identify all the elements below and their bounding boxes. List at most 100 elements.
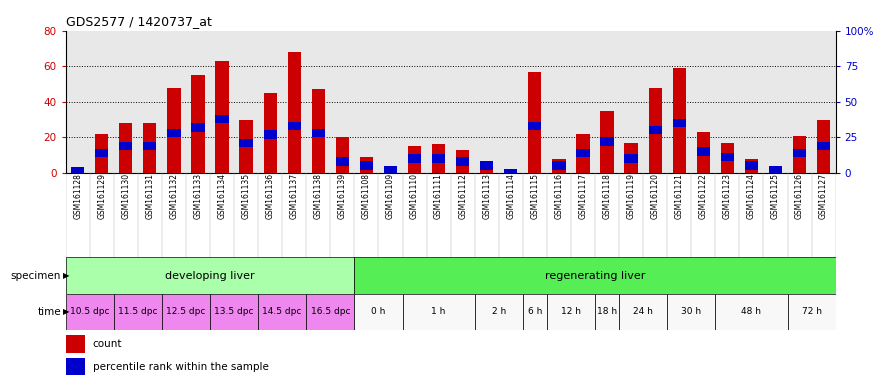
Bar	[721, 153, 734, 161]
Bar	[119, 142, 132, 150]
Bar	[673, 119, 686, 127]
Bar	[528, 71, 542, 173]
Bar	[817, 119, 830, 173]
Bar	[480, 162, 494, 173]
Bar	[306, 295, 354, 329]
Text: GSM161134: GSM161134	[218, 173, 227, 219]
Text: percentile rank within the sample: percentile rank within the sample	[93, 362, 269, 372]
Bar	[456, 150, 469, 173]
Bar	[696, 132, 710, 173]
Text: time: time	[38, 307, 61, 317]
Text: GSM161129: GSM161129	[97, 173, 106, 219]
Text: ▶: ▶	[63, 308, 69, 316]
Text: GSM161116: GSM161116	[555, 173, 564, 219]
Bar	[552, 161, 565, 170]
Bar	[552, 159, 565, 173]
Bar	[432, 144, 445, 173]
Text: GSM161132: GSM161132	[170, 173, 178, 219]
Bar	[66, 295, 114, 329]
Bar	[66, 358, 85, 375]
Bar	[408, 146, 421, 173]
Text: GSM161133: GSM161133	[193, 173, 202, 219]
Bar	[475, 295, 523, 329]
Bar	[769, 166, 782, 174]
Bar	[793, 149, 806, 157]
Bar	[288, 122, 301, 130]
Text: GSM161128: GSM161128	[74, 173, 82, 218]
Bar	[240, 139, 253, 147]
Bar	[312, 89, 325, 173]
Text: GSM161120: GSM161120	[651, 173, 660, 219]
Text: GSM161135: GSM161135	[242, 173, 250, 219]
Bar	[360, 161, 373, 170]
Bar	[360, 157, 373, 173]
Bar	[336, 157, 349, 166]
Text: 24 h: 24 h	[634, 308, 653, 316]
Text: GSM161115: GSM161115	[530, 173, 539, 219]
Text: GSM161136: GSM161136	[266, 173, 275, 219]
Text: GSM161119: GSM161119	[626, 173, 635, 219]
Bar	[793, 136, 806, 173]
Bar	[625, 154, 638, 163]
Bar	[66, 257, 354, 294]
Text: specimen: specimen	[10, 270, 61, 281]
Bar	[480, 161, 494, 170]
Bar	[648, 126, 662, 134]
Text: GSM161110: GSM161110	[410, 173, 419, 219]
Bar	[625, 142, 638, 173]
Text: regenerating liver: regenerating liver	[545, 270, 645, 281]
Text: GSM161109: GSM161109	[386, 173, 395, 219]
Bar	[408, 154, 421, 163]
Bar	[577, 134, 590, 173]
Text: 1 h: 1 h	[431, 308, 445, 316]
Text: count: count	[93, 339, 123, 349]
Text: GSM161138: GSM161138	[314, 173, 323, 219]
Bar	[721, 142, 734, 173]
Text: GSM161113: GSM161113	[482, 173, 491, 219]
Text: GSM161123: GSM161123	[723, 173, 732, 219]
Bar	[600, 111, 613, 173]
Text: 14.5 dpc: 14.5 dpc	[262, 308, 302, 316]
Bar	[528, 122, 542, 130]
Bar	[66, 335, 85, 353]
Text: GDS2577 / 1420737_at: GDS2577 / 1420737_at	[66, 15, 212, 28]
Bar	[162, 295, 210, 329]
Text: GSM161124: GSM161124	[747, 173, 756, 219]
Text: developing liver: developing liver	[165, 270, 255, 281]
Bar	[696, 147, 710, 156]
Text: GSM161127: GSM161127	[819, 173, 828, 219]
Bar	[745, 161, 758, 170]
Bar	[336, 137, 349, 173]
Text: GSM161125: GSM161125	[771, 173, 780, 219]
Text: 18 h: 18 h	[597, 308, 617, 316]
Bar	[384, 166, 397, 174]
Bar	[456, 157, 469, 166]
Text: 30 h: 30 h	[682, 308, 702, 316]
Bar	[167, 129, 180, 137]
Bar	[432, 154, 445, 163]
Bar	[648, 88, 662, 173]
Bar	[71, 171, 84, 173]
Bar	[547, 295, 595, 329]
Text: GSM161137: GSM161137	[290, 173, 298, 219]
Text: GSM161130: GSM161130	[122, 173, 130, 219]
Bar	[620, 295, 668, 329]
Bar	[288, 52, 301, 173]
Bar	[71, 167, 84, 175]
Bar	[263, 130, 276, 139]
Bar	[716, 295, 788, 329]
Bar	[95, 149, 108, 157]
Bar	[258, 295, 306, 329]
Text: 12.5 dpc: 12.5 dpc	[166, 308, 206, 316]
Bar	[215, 114, 228, 123]
Bar	[114, 295, 162, 329]
Text: 2 h: 2 h	[492, 308, 506, 316]
Text: 12 h: 12 h	[561, 308, 581, 316]
Bar	[354, 295, 402, 329]
Bar	[240, 119, 253, 173]
Bar	[504, 169, 517, 177]
Text: GSM161139: GSM161139	[338, 173, 346, 219]
Bar	[577, 149, 590, 157]
Bar	[210, 295, 258, 329]
Bar	[817, 142, 830, 150]
